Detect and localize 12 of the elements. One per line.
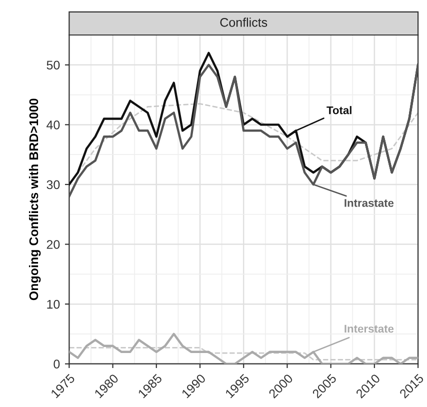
text: Interstate [344, 324, 394, 333]
y-tick-label: 10 [47, 300, 60, 309]
text: Intrastate [344, 199, 394, 207]
y-tick-label: 20 [46, 240, 60, 249]
y-tick-label: 40 [46, 120, 60, 130]
y-axis-title: Ongoing Conflicts with BRD>1000 [28, 98, 41, 300]
text: Total [326, 106, 352, 114]
chart-title: Conflicts [220, 18, 268, 27]
y-tick-label: 30 [46, 180, 60, 190]
line-series [69, 64, 418, 198]
y-tick-label: 50 [46, 60, 60, 70]
y-tick-label: 0 [54, 360, 60, 369]
